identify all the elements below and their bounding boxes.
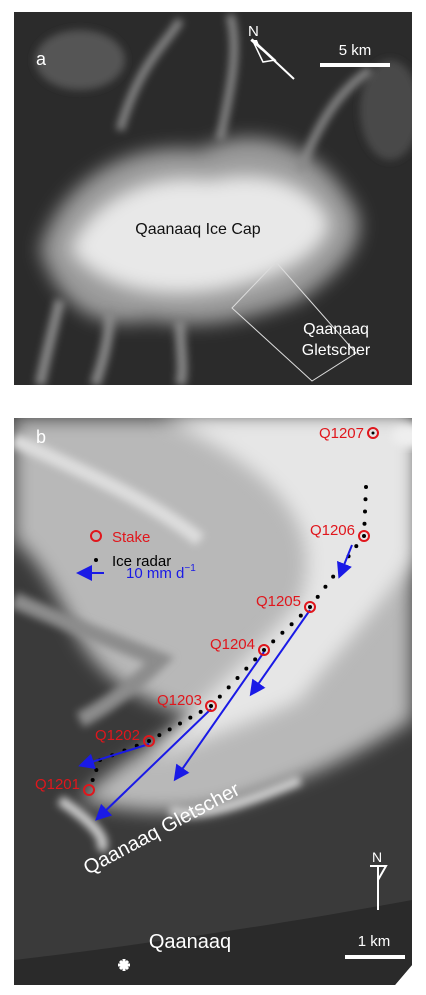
north-label: N	[372, 849, 382, 865]
radar-point	[209, 704, 213, 708]
radar-point	[244, 667, 248, 671]
glacier-label: Gletscher	[302, 342, 371, 359]
radar-point	[253, 657, 257, 661]
radar-point	[157, 733, 161, 737]
radar-point	[188, 716, 192, 720]
radar-point	[227, 685, 231, 689]
panel-label: a	[36, 49, 47, 69]
north-label: N	[248, 23, 259, 40]
glacier-label: Qaanaaq	[303, 321, 369, 338]
radar-point	[178, 722, 182, 726]
stake-dot	[372, 432, 375, 435]
legend-radar	[94, 558, 98, 562]
legend-label: Stake	[112, 529, 150, 546]
scale-label: 5 km	[339, 42, 372, 59]
radar-point	[363, 510, 367, 514]
radar-point	[280, 631, 284, 635]
radar-point	[290, 622, 294, 626]
stake-label: Q1203	[157, 692, 202, 709]
ice-cap-label: Qaanaaq Ice Cap	[135, 221, 261, 238]
radar-point	[363, 522, 367, 526]
radar-point	[354, 544, 358, 548]
radar-point	[147, 739, 151, 743]
radar-point	[199, 710, 203, 714]
radar-point	[362, 534, 366, 538]
figure: a N 5 km Qaanaaq Ice Cap Qaanaaq Gletsch…	[0, 0, 426, 990]
scale-label: 1 km	[358, 933, 391, 950]
radar-point	[323, 585, 327, 589]
radar-point	[299, 614, 303, 618]
stake-label: Q1201	[35, 776, 80, 793]
radar-point	[364, 497, 368, 501]
radar-point	[236, 676, 240, 680]
stake-label: Q1202	[95, 727, 140, 744]
radar-point	[316, 595, 320, 599]
stake-label: Q1205	[256, 593, 301, 610]
radar-point	[262, 648, 266, 652]
panel-b-image	[14, 418, 426, 985]
stake-label: Q1204	[210, 636, 255, 653]
panel-label: b	[36, 427, 46, 447]
page: a N 5 km Qaanaaq Ice Cap Qaanaaq Gletsch…	[0, 0, 426, 990]
legend-exponent: −1	[184, 563, 196, 574]
radar-point	[168, 727, 172, 731]
town-label: Qaanaaq	[149, 931, 231, 953]
radar-point	[94, 768, 98, 772]
stake-label: Q1206	[310, 522, 355, 539]
radar-point	[218, 695, 222, 699]
radar-point	[271, 639, 275, 643]
radar-point	[331, 575, 335, 579]
radar-point	[308, 605, 312, 609]
radar-point	[91, 778, 95, 782]
radar-point	[364, 485, 368, 489]
legend-velocity: 10 mm d	[126, 565, 184, 582]
stake-label: Q1207	[319, 425, 364, 442]
